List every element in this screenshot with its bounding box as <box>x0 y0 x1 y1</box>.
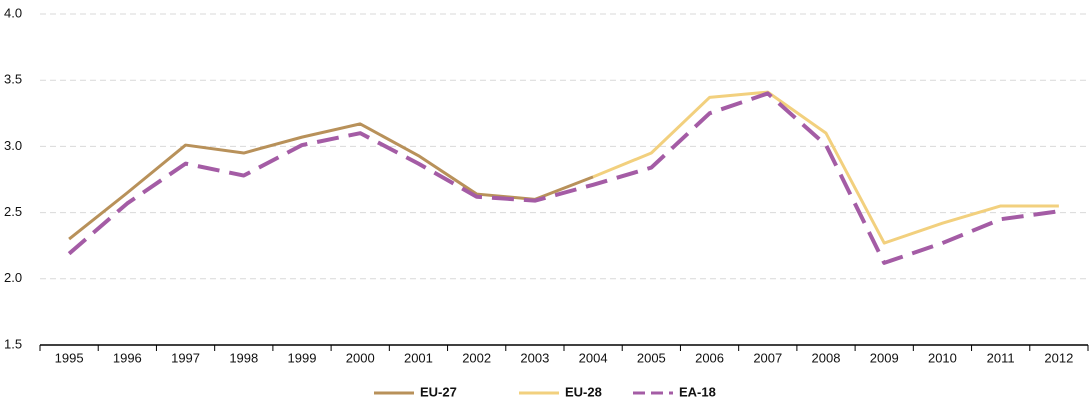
y-tick-label: 3.5 <box>4 72 22 87</box>
x-tick-label: 2009 <box>870 350 899 365</box>
series-line <box>68 122 594 241</box>
x-tick-label: 2006 <box>695 350 724 365</box>
x-tick-label: 2007 <box>753 350 782 365</box>
y-tick-label: 3.0 <box>4 138 22 153</box>
x-tick-label: 2010 <box>928 350 957 365</box>
x-tick-label: 2012 <box>1044 350 1073 365</box>
x-tick-label: 2005 <box>637 350 666 365</box>
x-tick-label: 2002 <box>462 350 491 365</box>
legend-label: EA-18 <box>679 384 716 399</box>
x-tick-label: 1999 <box>288 350 317 365</box>
series-line <box>592 90 1059 245</box>
x-tick-label: 2003 <box>520 350 549 365</box>
legend-label: EU-27 <box>420 384 457 399</box>
x-tick-label: 2000 <box>346 350 375 365</box>
x-tick-label: 2008 <box>812 350 841 365</box>
y-tick-label: 4.0 <box>4 5 22 20</box>
legend-label: EU-28 <box>565 384 602 399</box>
x-tick-label: 2011 <box>987 350 1015 365</box>
x-tick-label: 1997 <box>171 350 200 365</box>
y-tick-label: 2.0 <box>4 270 22 285</box>
y-tick-label: 1.5 <box>4 336 22 351</box>
series-line <box>67 91 1060 265</box>
x-tick-label: 1996 <box>113 350 142 365</box>
x-tick-label: 2004 <box>579 350 608 365</box>
x-tick-label: 1998 <box>229 350 258 365</box>
x-tick-label: 1995 <box>55 350 84 365</box>
y-tick-label: 2.5 <box>4 204 22 219</box>
x-tick-label: 2001 <box>404 350 433 365</box>
